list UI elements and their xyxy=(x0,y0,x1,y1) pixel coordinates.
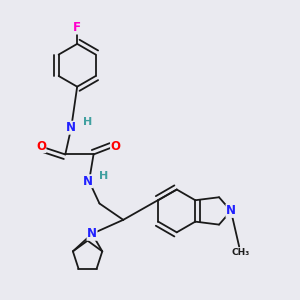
Text: N: N xyxy=(82,175,93,188)
Text: N: N xyxy=(226,204,236,218)
Text: H: H xyxy=(99,171,108,181)
Text: N: N xyxy=(66,121,76,134)
Text: O: O xyxy=(36,140,46,153)
Text: N: N xyxy=(87,227,97,240)
Text: O: O xyxy=(110,140,121,153)
Text: F: F xyxy=(73,21,81,34)
Text: CH₃: CH₃ xyxy=(232,248,250,257)
Text: H: H xyxy=(83,117,92,128)
